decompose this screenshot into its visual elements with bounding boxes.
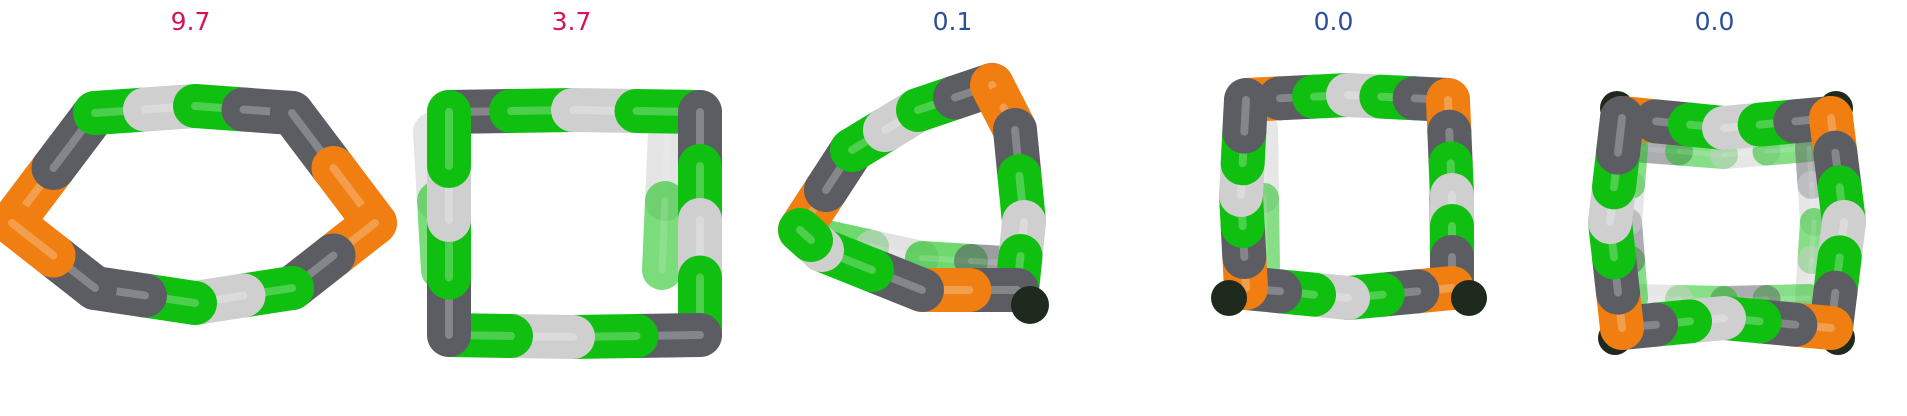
energy-label-4: 0.0 <box>1313 7 1354 36</box>
tube-highlight <box>796 226 815 244</box>
ring-model-3 <box>778 63 1049 324</box>
ring-model-4 <box>1211 73 1487 320</box>
ring-tube-4-back <box>1248 113 1460 283</box>
tube-segment <box>1222 78 1268 154</box>
conformer-panel-1: 9.7 <box>0 0 397 416</box>
tube-highlight <box>1240 96 1250 136</box>
tube-highlight <box>1614 114 1626 157</box>
atom-sphere <box>1011 286 1049 324</box>
ring-tube-4 <box>1219 73 1474 320</box>
tube-segment <box>642 181 685 290</box>
conformer-panel-5: 0.0 <box>1524 0 1905 416</box>
conformer-panel-2: 3.7 <box>381 0 762 416</box>
tube-segment <box>0 201 76 278</box>
ring-tube-3 <box>778 63 1046 312</box>
ring-tube-5-back <box>1614 134 1828 314</box>
conformer-panel-4: 0.0 <box>1143 0 1524 416</box>
ring-tube-5 <box>1588 96 1866 350</box>
atom-sphere <box>1451 280 1487 316</box>
energy-label-5: 0.0 <box>1694 7 1735 36</box>
ring-model-2 <box>413 88 722 359</box>
ring-tube-1 <box>0 84 397 325</box>
ring-model-5 <box>1588 91 1866 355</box>
tube-segment <box>1596 96 1644 175</box>
tube-segment <box>778 208 833 262</box>
energy-label-3: 0.1 <box>932 7 973 36</box>
atom-sphere <box>1211 280 1247 316</box>
energy-label-1: 9.7 <box>170 7 211 36</box>
ring-tube-2 <box>427 88 722 359</box>
conformer-panel-3: 0.1 <box>762 0 1143 416</box>
energy-label-2: 3.7 <box>551 7 592 36</box>
ring-model-1 <box>0 84 397 325</box>
tube-highlight <box>658 197 669 274</box>
tube-highlight <box>8 219 58 260</box>
